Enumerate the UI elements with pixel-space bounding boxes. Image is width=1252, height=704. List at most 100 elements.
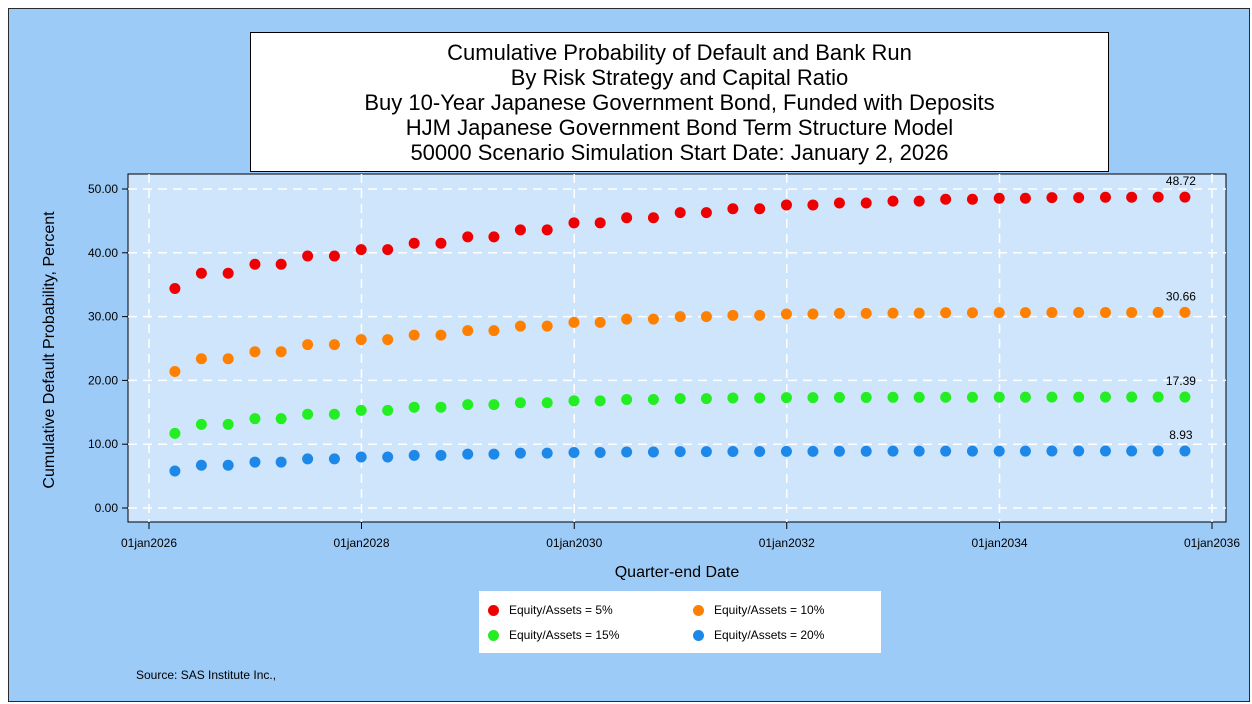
data-point [966,445,978,457]
x-axis-label: Quarter-end Date [615,564,740,581]
data-point [674,393,686,405]
data-point [780,199,792,211]
data-point [887,307,899,319]
chart-title-line-3: Buy 10-Year Japanese Government Bond, Fu… [364,89,995,115]
chart-title-line-4: HJM Japanese Government Bond Term Struct… [405,114,954,140]
data-point [1152,445,1164,457]
data-point [249,258,261,270]
data-point [860,445,872,457]
data-point [833,307,845,319]
data-point [1179,306,1191,318]
data-point [462,231,474,243]
data-point [780,392,792,404]
chart-title-box: Cumulative Probability of Default and Ba… [250,32,1109,172]
data-point [1179,445,1191,457]
data-label: 48.72 [1166,174,1196,188]
data-point [727,445,739,457]
data-point [568,446,580,458]
x-tick-label: 01jan2026 [121,536,177,550]
data-point [833,197,845,209]
data-point [754,309,766,321]
data-point [1152,191,1164,203]
data-point [1046,445,1058,457]
data-point [807,199,819,211]
data-point [541,397,553,409]
data-point [1126,391,1138,403]
data-point [993,307,1005,319]
data-point [328,250,340,262]
legend-marker [693,629,704,641]
data-point [674,207,686,219]
data-point [462,399,474,411]
data-point [674,311,686,323]
data-point [647,394,659,406]
data-labels: 48.72 30.66 17.39 8.93 [1166,174,1196,442]
data-point [302,339,314,351]
legend-label: Equity/Assets = 20% [714,628,825,642]
data-point [1019,445,1031,457]
data-point [435,329,447,341]
data-point [754,445,766,457]
data-point [754,203,766,215]
data-point [275,346,287,358]
data-point [807,308,819,320]
data-point [913,307,925,319]
data-point [195,459,207,471]
data-point [488,399,500,411]
data-point [328,408,340,420]
data-point [1046,307,1058,319]
data-point [913,391,925,403]
legend-item-10pct: Equity/Assets = 10% [693,603,824,617]
data-point [887,445,899,457]
data-point [940,445,952,457]
data-point [621,313,633,325]
legend-item-20pct: Equity/Assets = 20% [693,628,824,642]
data-point [1099,391,1111,403]
data-point [355,404,367,416]
data-point [435,401,447,413]
legend-item-15pct: Equity/Assets = 15% [488,628,619,642]
data-point [328,339,340,351]
data-point [993,445,1005,457]
data-point [1126,306,1138,318]
data-point [887,195,899,207]
data-point [621,394,633,406]
data-point [727,309,739,321]
data-point [541,224,553,236]
data-point [488,448,500,460]
source-note: Source: SAS Institute Inc., [136,668,277,682]
data-point [514,397,526,409]
axes: 0.00 10.00 20.00 30.00 40.00 50.00 01jan2026 01… [88,182,1240,550]
chart-title-line-5: 50000 Scenario Simulation Start Date: Ja… [410,139,949,165]
data-point [700,207,712,219]
data-point [780,445,792,457]
data-point [1126,191,1138,203]
data-point [700,311,712,323]
data-point [594,316,606,328]
data-point [754,392,766,404]
data-point [913,195,925,207]
data-point [382,451,394,463]
data-point [568,316,580,328]
data-point [1099,306,1111,318]
chart-title-line-1: Cumulative Probability of Default and Ba… [447,39,912,65]
data-point [249,456,261,468]
data-point [195,353,207,365]
data-point [568,217,580,229]
legend: Equity/Assets = 5% Equity/Assets = 10% E… [479,591,881,653]
data-point [328,453,340,465]
data-point [860,391,872,403]
data-point [514,224,526,236]
data-point [382,334,394,346]
data-point [275,456,287,468]
y-tick-label: 40.00 [88,246,118,260]
data-point [807,445,819,457]
y-tick-label: 0.00 [95,501,119,515]
data-point [966,391,978,403]
data-point [1073,445,1085,457]
data-point [355,451,367,463]
data-point [408,401,420,413]
data-point [1073,307,1085,319]
data-point [488,231,500,243]
